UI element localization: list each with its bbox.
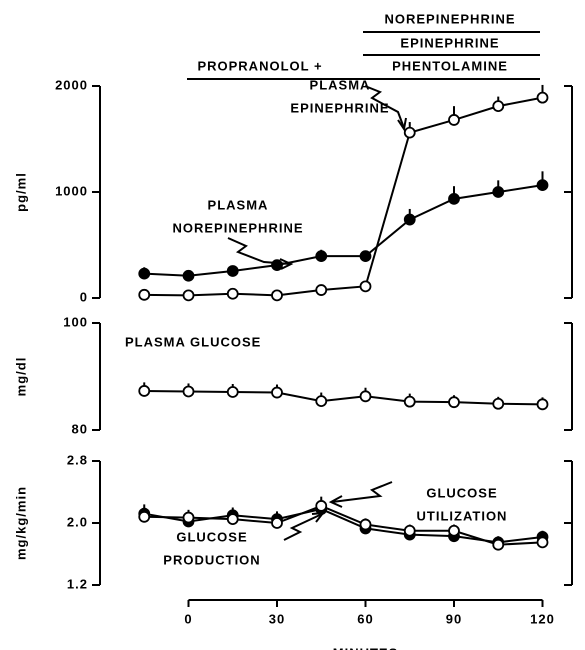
x-tick-label: 30 [269, 611, 285, 626]
data-point [359, 280, 372, 293]
x-tick-label: 0 [184, 611, 192, 626]
data-point [403, 126, 416, 139]
y-tick-label: 1.2 [67, 576, 88, 591]
data-point [226, 513, 239, 526]
arrow-head [279, 258, 294, 270]
treatment-label: PROPRANOLOL + [197, 58, 322, 73]
data-point [182, 289, 195, 302]
y-tick-label: 0 [80, 289, 88, 304]
data-point [226, 386, 239, 398]
treatment-label: NOREPINEPHRINE [384, 11, 515, 26]
data-point [138, 288, 151, 301]
y-axis-label: pg/ml [13, 172, 28, 212]
treatment-label: PHENTOLAMINE [392, 58, 508, 73]
data-point [448, 114, 460, 126]
data-point [226, 265, 239, 277]
annotation: PLASMA [208, 197, 269, 212]
annotation: PLASMA GLUCOSE [125, 334, 261, 349]
data-point [182, 269, 195, 282]
arrow [331, 481, 393, 503]
arrow [364, 85, 405, 129]
arrow-head [397, 117, 407, 132]
arrow [283, 513, 323, 541]
y-tick-label: 2.8 [67, 452, 88, 467]
y-tick-label: 2.0 [67, 514, 88, 529]
data-point [492, 186, 505, 198]
data-point [536, 179, 549, 192]
data-point [138, 385, 151, 397]
annotation: GLUCOSE [426, 485, 497, 500]
data-point [138, 267, 151, 280]
data-point [403, 213, 416, 226]
data-point [448, 524, 460, 537]
data-point [271, 289, 283, 302]
data-point [315, 250, 328, 263]
arrow-head [328, 495, 343, 508]
annotation: PRODUCTION [163, 552, 260, 567]
data-point [359, 250, 372, 263]
data-point [315, 395, 328, 408]
data-point [271, 386, 283, 399]
y-axis-label: mg/kg/min [13, 486, 28, 560]
data-point [403, 395, 416, 408]
data-point [138, 510, 151, 523]
annotation: GLUCOSE [176, 529, 247, 544]
data-point [492, 100, 505, 113]
data-point [403, 524, 416, 537]
series-line [144, 504, 543, 546]
data-point [536, 398, 549, 411]
x-tick-label: 60 [357, 611, 373, 626]
data-point [226, 287, 239, 300]
data-point [182, 511, 195, 524]
data-point [315, 500, 328, 512]
data-point [492, 538, 505, 551]
annotation: PLASMA [310, 77, 371, 92]
data-point [536, 536, 549, 549]
data-point [359, 390, 372, 403]
data-point [182, 385, 195, 398]
y-tick-label: 100 [63, 314, 88, 329]
data-point [448, 396, 460, 409]
data-point [448, 192, 460, 205]
y-tick-label: 1000 [55, 183, 88, 198]
treatment-label: EPINEPHRINE [400, 35, 499, 50]
series-line [144, 389, 543, 406]
data-point [271, 517, 283, 529]
annotation: UTILIZATION [417, 508, 508, 523]
y-axis-label: mg/dl [13, 357, 28, 397]
x-axis-label: MINUTES [333, 645, 399, 650]
series-line [144, 184, 543, 277]
data-point [271, 259, 283, 272]
data-point [359, 518, 372, 531]
x-tick-label: 120 [530, 611, 555, 626]
y-tick-label: 80 [72, 421, 88, 436]
y-tick-label: 2000 [55, 77, 88, 92]
annotation: EPINEPHRINE [290, 100, 389, 115]
data-point [492, 397, 505, 410]
series-line [144, 96, 543, 297]
x-tick-label: 90 [446, 611, 462, 626]
annotation: NOREPINEPHRINE [172, 220, 303, 235]
data-point [536, 91, 549, 104]
data-point [315, 284, 328, 296]
